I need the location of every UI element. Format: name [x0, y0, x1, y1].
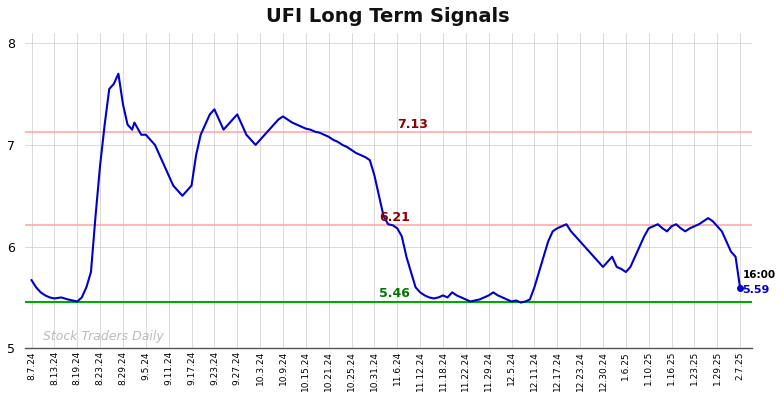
Text: 5.46: 5.46 [379, 287, 410, 300]
Title: UFI Long Term Signals: UFI Long Term Signals [267, 7, 510, 26]
Text: 6.21: 6.21 [379, 211, 410, 224]
Text: 16:00: 16:00 [742, 270, 775, 280]
Text: 5.59: 5.59 [742, 285, 770, 295]
Text: 7.13: 7.13 [397, 118, 428, 131]
Text: Stock Traders Daily: Stock Traders Daily [43, 330, 164, 343]
